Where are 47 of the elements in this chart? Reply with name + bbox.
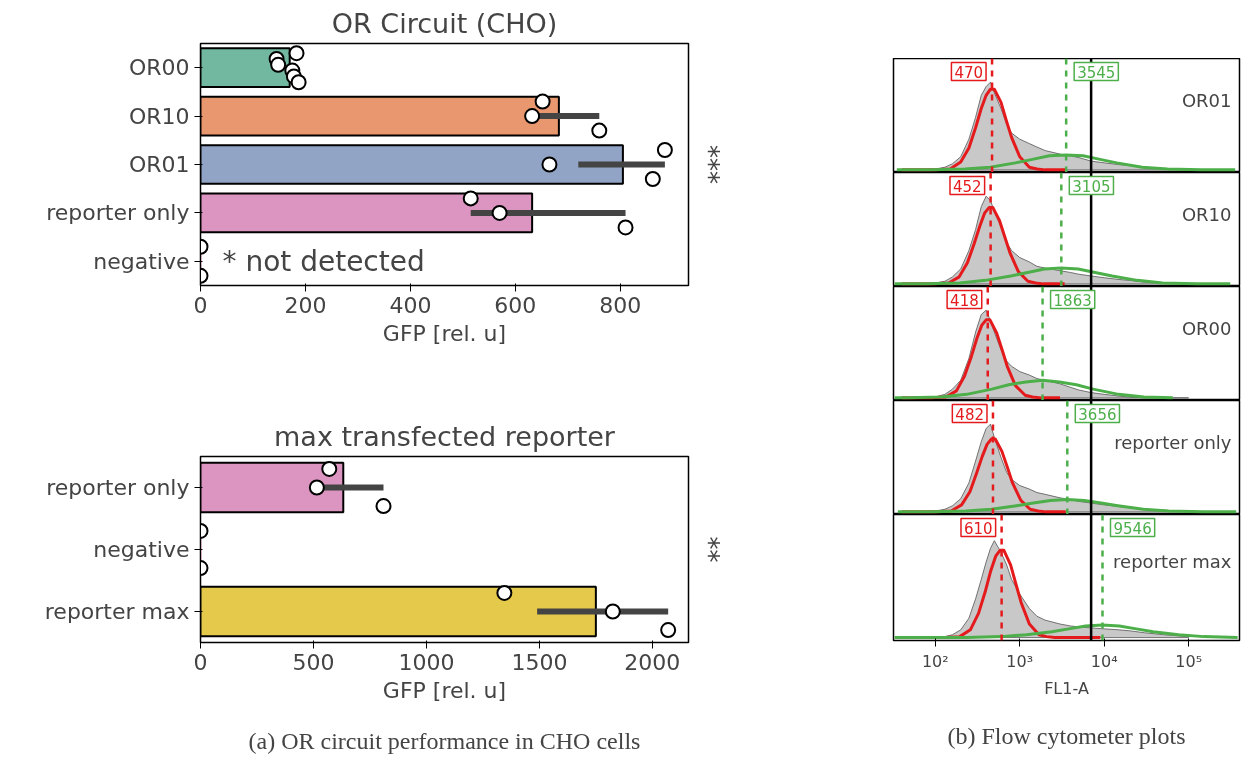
ref-line-label: 3656 xyxy=(1078,405,1117,424)
x-tick-label: 10⁵ xyxy=(1175,651,1203,671)
annotation: reporter only xyxy=(1114,432,1232,454)
x-tick-label: 10² xyxy=(921,651,949,671)
ref-line-label: 418 xyxy=(950,291,979,310)
annotation: OR10 xyxy=(1181,204,1232,226)
x-tick-label: 2000 xyxy=(624,649,681,675)
y-tick-label: reporter max xyxy=(44,599,190,624)
x-tick-label: 800 xyxy=(599,292,642,318)
x-tick-label: 400 xyxy=(389,292,432,318)
annotation: * not detected xyxy=(222,244,425,278)
ref-line-label: 3105 xyxy=(1072,177,1111,196)
x-tick-label: 1500 xyxy=(511,649,568,675)
chart-title: OR Circuit (CHO) xyxy=(331,7,558,39)
x-tick-label: 600 xyxy=(494,292,537,318)
ref-line-label: 482 xyxy=(955,405,984,424)
x-axis-title: GFP [rel. u] xyxy=(382,320,507,346)
x-tick-label: 0 xyxy=(193,649,208,675)
x-tick-label: 200 xyxy=(284,292,327,318)
x-tick-label: 0 xyxy=(193,292,208,318)
ref-line-label: 3545 xyxy=(1077,63,1116,82)
annotation: OR01 xyxy=(1181,90,1232,112)
ref-line-label: 1863 xyxy=(1053,291,1092,310)
y-tick-label: reporter only xyxy=(46,200,190,226)
annotation: reporter max xyxy=(1113,550,1232,572)
text: *** xyxy=(693,145,724,184)
x-tick-label: 10³ xyxy=(1006,651,1034,671)
y-tick-label: reporter only xyxy=(46,475,190,500)
y-tick-label: OR01 xyxy=(128,152,190,177)
y-tick-label: negative xyxy=(93,537,190,562)
x-axis-title: FL1-A xyxy=(1044,678,1089,698)
text: (b) Flow cytometer plots xyxy=(947,722,1186,749)
x-tick-label: 10⁴ xyxy=(1090,651,1118,671)
ref-line-label: 9546 xyxy=(1113,519,1152,538)
annotation: OR00 xyxy=(1181,318,1232,340)
ref-line-label: 610 xyxy=(963,519,993,538)
ref-line-label: 470 xyxy=(954,63,984,82)
chart-title: max transfected reporter xyxy=(274,420,616,452)
text: (a) OR circuit performance in CHO cells xyxy=(248,727,641,754)
x-axis-title: GFP [rel. u] xyxy=(382,677,507,703)
text: ** xyxy=(693,536,724,563)
ref-line-label: 452 xyxy=(952,177,982,196)
y-tick-label: OR00 xyxy=(128,55,190,81)
x-tick-label: 500 xyxy=(292,649,335,675)
x-tick-label: 1000 xyxy=(398,649,455,675)
y-tick-label: OR10 xyxy=(128,103,190,129)
y-tick-label: negative xyxy=(93,248,190,274)
